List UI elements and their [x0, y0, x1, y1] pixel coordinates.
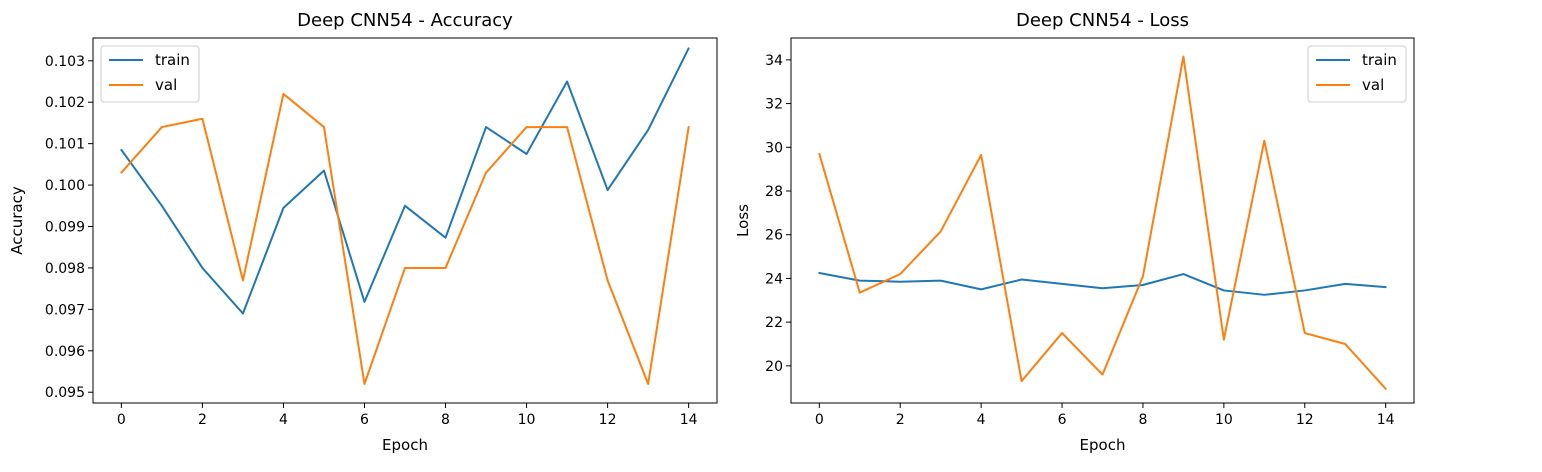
chart-title: Deep CNN54 - Loss — [1016, 10, 1189, 31]
legend-label-train: train — [155, 51, 190, 69]
series-line-val — [120, 92, 690, 385]
x-axis-label: Epoch — [382, 436, 428, 454]
y-tick-label: 0.100 — [45, 178, 85, 194]
x-tick-label: 2 — [198, 412, 207, 428]
y-axis-label: Accuracy — [8, 186, 26, 255]
y-tick-label: 26 — [765, 228, 783, 244]
y-tick-label: 0.102 — [45, 95, 85, 111]
y-axis-label: Loss — [734, 204, 752, 237]
y-tick-label: 0.103 — [45, 54, 85, 70]
y-tick-label: 24 — [765, 271, 783, 287]
legend: train val — [100, 45, 200, 103]
legend-label-val: val — [155, 76, 177, 94]
x-tick-label: 8 — [441, 412, 450, 428]
x-tick-label: 12 — [1296, 412, 1314, 428]
legend-label-val: val — [1362, 76, 1384, 94]
y-tick-label: 0.097 — [45, 302, 85, 318]
x-tick-label: 12 — [599, 412, 617, 428]
plot-frame — [790, 37, 1415, 404]
series-line-train — [120, 47, 690, 315]
y-tick-label: 0.095 — [45, 385, 85, 401]
x-tick-label: 8 — [1138, 412, 1147, 428]
y-tick-label: 20 — [765, 359, 783, 375]
y-tick-label: 34 — [765, 53, 783, 69]
x-tick-label: 14 — [1377, 412, 1395, 428]
y-tick-label: 0.096 — [45, 344, 85, 360]
x-tick-label: 6 — [360, 412, 369, 428]
x-axis-label: Epoch — [1080, 436, 1126, 454]
x-tick-label: 14 — [680, 412, 698, 428]
y-tick-label: 0.101 — [45, 137, 85, 153]
x-tick-label: 10 — [1215, 412, 1233, 428]
x-tick-label: 2 — [896, 412, 905, 428]
accuracy-chart: Deep CNN54 - Accuracy 0 2 4 6 8 10 12 14 0.095 0.0… — [8, 10, 718, 454]
x-tick-label: 0 — [815, 412, 824, 428]
x-tick-label: 0 — [117, 412, 126, 428]
y-tick-label: 0.099 — [45, 220, 85, 236]
legend: train val — [1307, 45, 1407, 103]
y-tick-label: 22 — [765, 315, 783, 331]
y-tick-label: 0.098 — [45, 261, 85, 277]
y-tick-label: 32 — [765, 97, 783, 113]
y-tick-label: 30 — [765, 140, 783, 156]
x-tick-label: 10 — [518, 412, 536, 428]
legend-label-train: train — [1362, 51, 1397, 69]
chart-title: Deep CNN54 - Accuracy — [297, 10, 513, 31]
x-tick-label: 4 — [977, 412, 986, 428]
plot-frame — [92, 37, 718, 404]
x-tick-label: 4 — [279, 412, 288, 428]
series-line-val — [818, 55, 1387, 390]
series-line-train — [818, 271, 1387, 296]
y-tick-label: 28 — [765, 184, 783, 200]
x-tick-label: 6 — [1058, 412, 1067, 428]
